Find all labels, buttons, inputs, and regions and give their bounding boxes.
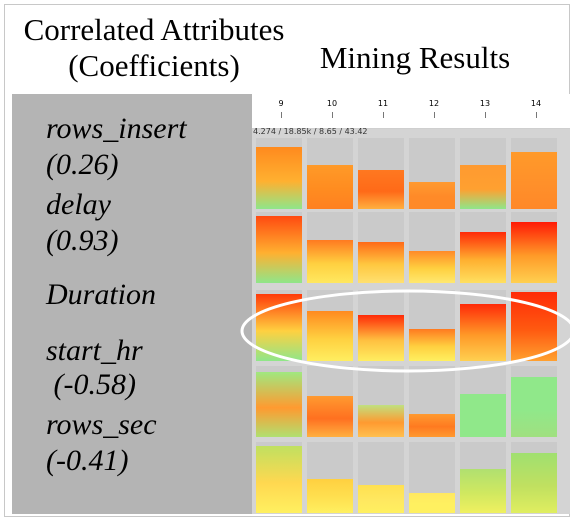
result-cell [307, 138, 353, 209]
right-header: Mining Results [319, 40, 511, 75]
result-cell-fill [256, 371, 302, 437]
ruler-tick-mark [434, 112, 435, 118]
mining-results-panel: 4.274 / 18.85k / 8.65 / 43.42 9 10 11 12 13 1… [252, 94, 570, 514]
result-cell-fill [358, 484, 404, 513]
result-cell-fill [358, 405, 404, 437]
result-cell-fill [511, 221, 557, 283]
result-cell [460, 366, 506, 437]
result-cell [511, 138, 557, 209]
hour-ruler: 4.274 / 18.85k / 8.65 / 43.42 9 10 11 12 13 1… [252, 94, 570, 136]
left-header: Correlated Attributes (Coefficients) [4, 12, 304, 84]
result-cell-fill [409, 493, 455, 513]
ruler-tick-mark [485, 112, 486, 118]
result-cell-fill [307, 395, 353, 437]
result-cell [256, 290, 302, 361]
ruler-tick-mark [332, 112, 333, 118]
result-cell [460, 442, 506, 513]
result-cell-fill [409, 414, 455, 437]
result-cell [358, 138, 404, 209]
result-cell [511, 366, 557, 437]
result-cell-fill [511, 292, 557, 361]
ruler-tick-label: 10 [326, 99, 338, 108]
attr-rows-insert-coef: (0.26) [46, 148, 119, 181]
attributes-panel: rows_insert (0.26) delay (0.93) Duration… [12, 94, 252, 514]
result-cell [511, 442, 557, 513]
attr-rows-sec-coef: (-0.41) [46, 444, 129, 477]
result-cell-fill [511, 376, 557, 437]
result-cell [460, 290, 506, 361]
result-cell-fill [409, 251, 455, 283]
attr-rows-insert-name: rows_insert [46, 112, 187, 145]
result-cell [409, 366, 455, 437]
ruler-tick-mark [281, 112, 282, 118]
result-cell-fill [409, 329, 455, 361]
result-cell-fill [460, 164, 506, 209]
result-cell-fill [307, 240, 353, 283]
result-cell [307, 442, 353, 513]
result-cell-fill [307, 311, 353, 361]
result-cell [358, 442, 404, 513]
ruler-tick-label: 13 [479, 99, 491, 108]
result-cell-fill [307, 478, 353, 513]
result-cell-fill [460, 231, 506, 283]
result-cell [256, 138, 302, 209]
result-cell [256, 366, 302, 437]
result-cell [307, 212, 353, 283]
ruler-tick-mark [383, 112, 384, 118]
result-cell [256, 442, 302, 513]
ruler-tick-label: 12 [428, 99, 440, 108]
result-cell [307, 366, 353, 437]
result-cell [307, 290, 353, 361]
result-cell-fill [460, 468, 506, 513]
result-cell [256, 212, 302, 283]
ruler-tick-mark [536, 112, 537, 118]
result-cell-fill [256, 146, 302, 209]
result-cell [511, 212, 557, 283]
ruler-tick-label: 14 [530, 99, 542, 108]
result-cell [460, 138, 506, 209]
result-cell-fill [358, 169, 404, 209]
result-cell [460, 212, 506, 283]
result-cell [358, 212, 404, 283]
left-header-line1: Correlated Attributes [23, 12, 285, 47]
result-cell-fill [307, 164, 353, 209]
result-cell [409, 442, 455, 513]
result-cell-fill [511, 152, 557, 209]
attr-duration-name: Duration [46, 278, 157, 311]
result-cell-fill [460, 304, 506, 361]
result-cell [409, 290, 455, 361]
result-cell-fill [256, 445, 302, 513]
result-cell [409, 212, 455, 283]
attr-rows-sec-name: rows_sec [46, 408, 157, 441]
result-cell [409, 138, 455, 209]
result-cell-fill [511, 452, 557, 513]
attr-delay-coef: (0.93) [46, 224, 119, 257]
left-header-line2: (Coefficients) [68, 48, 240, 83]
result-cell-fill [460, 394, 506, 437]
result-cell [511, 290, 557, 361]
ruler-tick-label: 11 [377, 99, 389, 108]
result-cell-fill [409, 182, 455, 209]
result-cell-fill [358, 241, 404, 283]
result-cell-fill [256, 293, 302, 361]
result-cell-fill [256, 215, 302, 283]
ruler-tick-label: 9 [278, 99, 284, 108]
result-cell-fill [358, 314, 404, 361]
result-cell [358, 366, 404, 437]
result-cell [358, 290, 404, 361]
attr-start-hr-name: start_hr [46, 334, 143, 367]
ruler-stats: 4.274 / 18.85k / 8.65 / 43.42 [253, 127, 368, 136]
attr-start-hr-coef: (-0.58) [46, 368, 136, 401]
attr-delay-name: delay [46, 188, 111, 221]
